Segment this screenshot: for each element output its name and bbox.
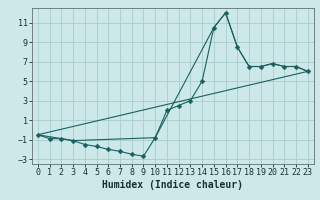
X-axis label: Humidex (Indice chaleur): Humidex (Indice chaleur) <box>102 180 243 190</box>
